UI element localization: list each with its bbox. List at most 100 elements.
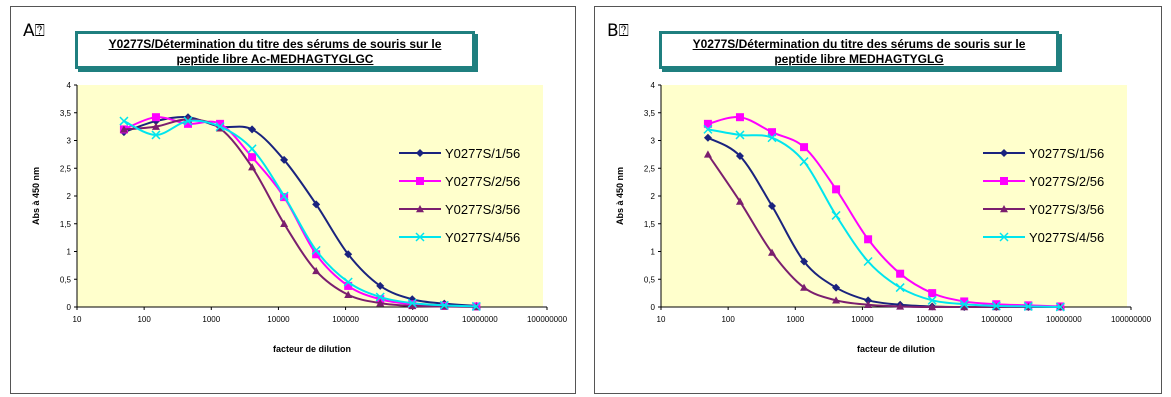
x-tick-label: 10000000 [462,315,498,324]
chart-title-line1-a: Y0277S/Détermination du titre des sérums… [108,37,442,51]
data-point [408,301,417,310]
data-point [375,292,385,302]
data-point [735,197,744,205]
data-point [864,300,873,308]
data-point [800,283,809,291]
data-point [248,125,257,134]
chart-panel-b: B⍰ Y0277S/Détermination du titre des sér… [594,6,1162,394]
data-point [960,303,969,311]
legend-marker [1000,177,1008,185]
data-point [735,152,744,161]
data-point [896,269,905,278]
data-point [927,295,937,305]
legend-marker [416,149,424,157]
series-line [123,119,477,308]
data-point [1055,302,1065,312]
y-axis-label: Abs à 450 nm [615,167,625,225]
data-point [896,302,905,310]
legend-marker [416,205,424,213]
x-tick-label: 100 [721,315,735,324]
data-point [151,130,161,140]
data-point [280,219,289,227]
data-point [407,298,417,308]
legend-marker [1000,149,1008,157]
x-tick-label: 100 [137,315,151,324]
y-tick-label: 1 [651,248,656,257]
data-point [312,266,321,275]
y-tick-label: 3 [67,137,72,146]
data-point [735,113,744,122]
data-point [1023,301,1033,311]
y-tick-label: 4 [67,81,72,90]
series-line [707,153,1061,309]
x-tick-label: 100000 [916,315,943,324]
y-tick-label: 1,5 [644,220,656,229]
legend-label: Y0277S/4/56 [445,230,520,245]
y-tick-label: 3 [651,137,656,146]
y-tick-label: 3,5 [644,109,656,118]
x-tick-label: 1000000 [397,315,429,324]
chart-title-line2-a: peptide libre Ac-MEDHAGTYGLGC [176,52,374,66]
data-point [119,125,128,133]
legend-entry: Y0277S/4/56 [399,230,520,245]
legend-entry: Y0277S/2/56 [399,174,520,189]
data-point [831,210,841,220]
panel-label-a: A⍰ [23,21,45,41]
data-point [864,235,873,244]
y-tick-label: 0 [67,303,72,312]
data-point [703,119,712,128]
chart-title-line1-b: Y0277S/Détermination du titre des sérums… [692,37,1026,51]
data-point [800,143,809,152]
x-tick-label: 10 [657,315,666,324]
legend-label: Y0277S/4/56 [1029,230,1104,245]
data-point [864,296,873,305]
legend-entry: Y0277S/4/56 [983,230,1104,245]
data-point [895,283,905,293]
data-point [799,157,809,167]
x-tick-label: 10000 [851,315,874,324]
chart-title-box-a: Y0277S/Détermination du titre des sérums… [75,31,475,69]
legend-entry: Y0277S/1/56 [399,146,520,161]
series-4 [703,124,1065,312]
x-tick-label: 1000 [786,315,804,324]
data-point [376,281,385,290]
legend-label: Y0277S/2/56 [445,174,520,189]
legend-entry: Y0277S/1/56 [983,146,1104,161]
data-point [343,277,353,287]
x-tick-label: 100000000 [527,315,568,324]
chart-title-line2-b: peptide libre MEDHAGTYGLG [774,52,944,66]
y-tick-label: 3,5 [60,109,72,118]
data-point [768,128,777,137]
series-4 [119,116,481,311]
x-tick-label: 100000 [332,315,359,324]
x-tick-label: 10000000 [1046,315,1082,324]
data-point [768,201,777,210]
data-point [439,300,449,310]
x-tick-label: 10000 [267,315,290,324]
legend-label: Y0277S/3/56 [1029,202,1104,217]
x-tick-label: 1000 [202,315,220,324]
data-point [119,116,129,126]
data-point [279,191,289,201]
legend-entry: Y0277S/3/56 [399,202,520,217]
legend-label: Y0277S/2/56 [1029,174,1104,189]
data-point [215,122,225,132]
data-point [376,299,385,307]
data-point [471,301,481,311]
legend-label: Y0277S/1/56 [1029,146,1104,161]
data-point [959,299,969,309]
data-point [344,290,353,298]
panel-label-b: B⍰ [607,21,629,41]
y-tick-label: 0 [651,303,656,312]
data-point [832,283,841,292]
data-point [184,119,193,128]
legend-marker [999,232,1009,242]
y-tick-label: 2,5 [644,164,656,173]
legend-label: Y0277S/1/56 [445,146,520,161]
data-point [735,130,745,140]
legend-label: Y0277S/3/56 [445,202,520,217]
data-point [928,289,937,298]
y-tick-label: 2 [67,192,72,201]
data-point [991,301,1001,311]
plot-area [661,85,1127,307]
